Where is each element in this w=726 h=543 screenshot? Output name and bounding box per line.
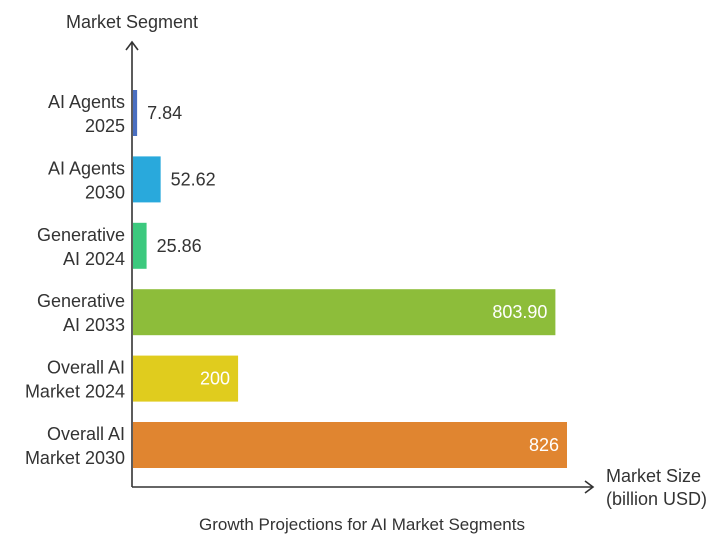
value-label-3: 25.86 xyxy=(157,236,202,256)
category-label-6-line-1: Overall AI xyxy=(47,424,125,444)
category-label-2-line-1: AI Agents xyxy=(48,158,125,178)
category-label-1-line-1: AI Agents xyxy=(48,92,125,112)
bar-2 xyxy=(133,156,161,203)
category-label-6-line-2: Market 2030 xyxy=(25,448,125,468)
bars-group xyxy=(133,90,567,468)
x-axis-arrow xyxy=(584,480,595,494)
category-label-3-line-2: AI 2024 xyxy=(63,249,125,269)
category-label-3-line-1: Generative xyxy=(37,225,125,245)
category-label-3: Generative AI 2024 xyxy=(37,225,125,269)
category-label-5: Overall AI Market 2024 xyxy=(25,358,125,402)
category-label-4-line-2: AI 2033 xyxy=(63,315,125,335)
value-label-4: 803.90 xyxy=(492,302,547,322)
y-axis-title: Market Segment xyxy=(66,12,198,32)
category-label-5-line-2: Market 2024 xyxy=(25,382,125,402)
value-label-1: 7.84 xyxy=(147,103,182,123)
x-axis-title-line-1: Market Size xyxy=(606,466,701,486)
value-labels-group: 7.84 52.62 25.86 803.90 200 826 xyxy=(147,103,559,455)
category-label-2-line-2: 2030 xyxy=(85,182,125,202)
category-labels-group: AI Agents 2025 AI Agents 2030 Generative AI 2… xyxy=(25,92,125,468)
chart-title: Growth Projections for AI Market Segment… xyxy=(199,515,525,534)
value-label-6: 826 xyxy=(529,435,559,455)
y-axis-arrow xyxy=(125,40,139,51)
bar-5 xyxy=(133,355,239,402)
bar-6 xyxy=(133,422,567,468)
category-label-2: AI Agents 2030 xyxy=(48,158,125,202)
bar-1 xyxy=(133,90,138,136)
value-label-2: 52.62 xyxy=(171,169,216,189)
bar-3 xyxy=(133,222,147,269)
category-label-6: Overall AI Market 2030 xyxy=(25,424,125,468)
category-label-4-line-1: Generative xyxy=(37,291,125,311)
category-label-1-line-2: 2025 xyxy=(85,116,125,136)
bar-4 xyxy=(133,289,556,336)
category-label-1: AI Agents 2025 xyxy=(48,92,125,136)
category-label-4: Generative AI 2033 xyxy=(37,291,125,335)
x-axis-title: Market Size (billion USD) xyxy=(606,466,707,509)
x-axis-title-line-2: (billion USD) xyxy=(606,489,707,509)
value-label-5: 200 xyxy=(200,369,230,389)
category-label-5-line-1: Overall AI xyxy=(47,358,125,378)
